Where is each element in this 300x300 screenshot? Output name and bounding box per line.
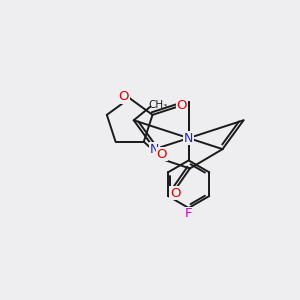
Text: O: O [170, 187, 180, 200]
Text: O: O [156, 148, 167, 161]
Text: F: F [185, 207, 192, 220]
Text: N: N [184, 132, 193, 145]
Text: S: S [184, 132, 193, 145]
Text: O: O [118, 90, 129, 103]
Text: N: N [150, 142, 159, 156]
Text: O: O [177, 99, 187, 112]
Text: CH₃: CH₃ [149, 100, 168, 110]
